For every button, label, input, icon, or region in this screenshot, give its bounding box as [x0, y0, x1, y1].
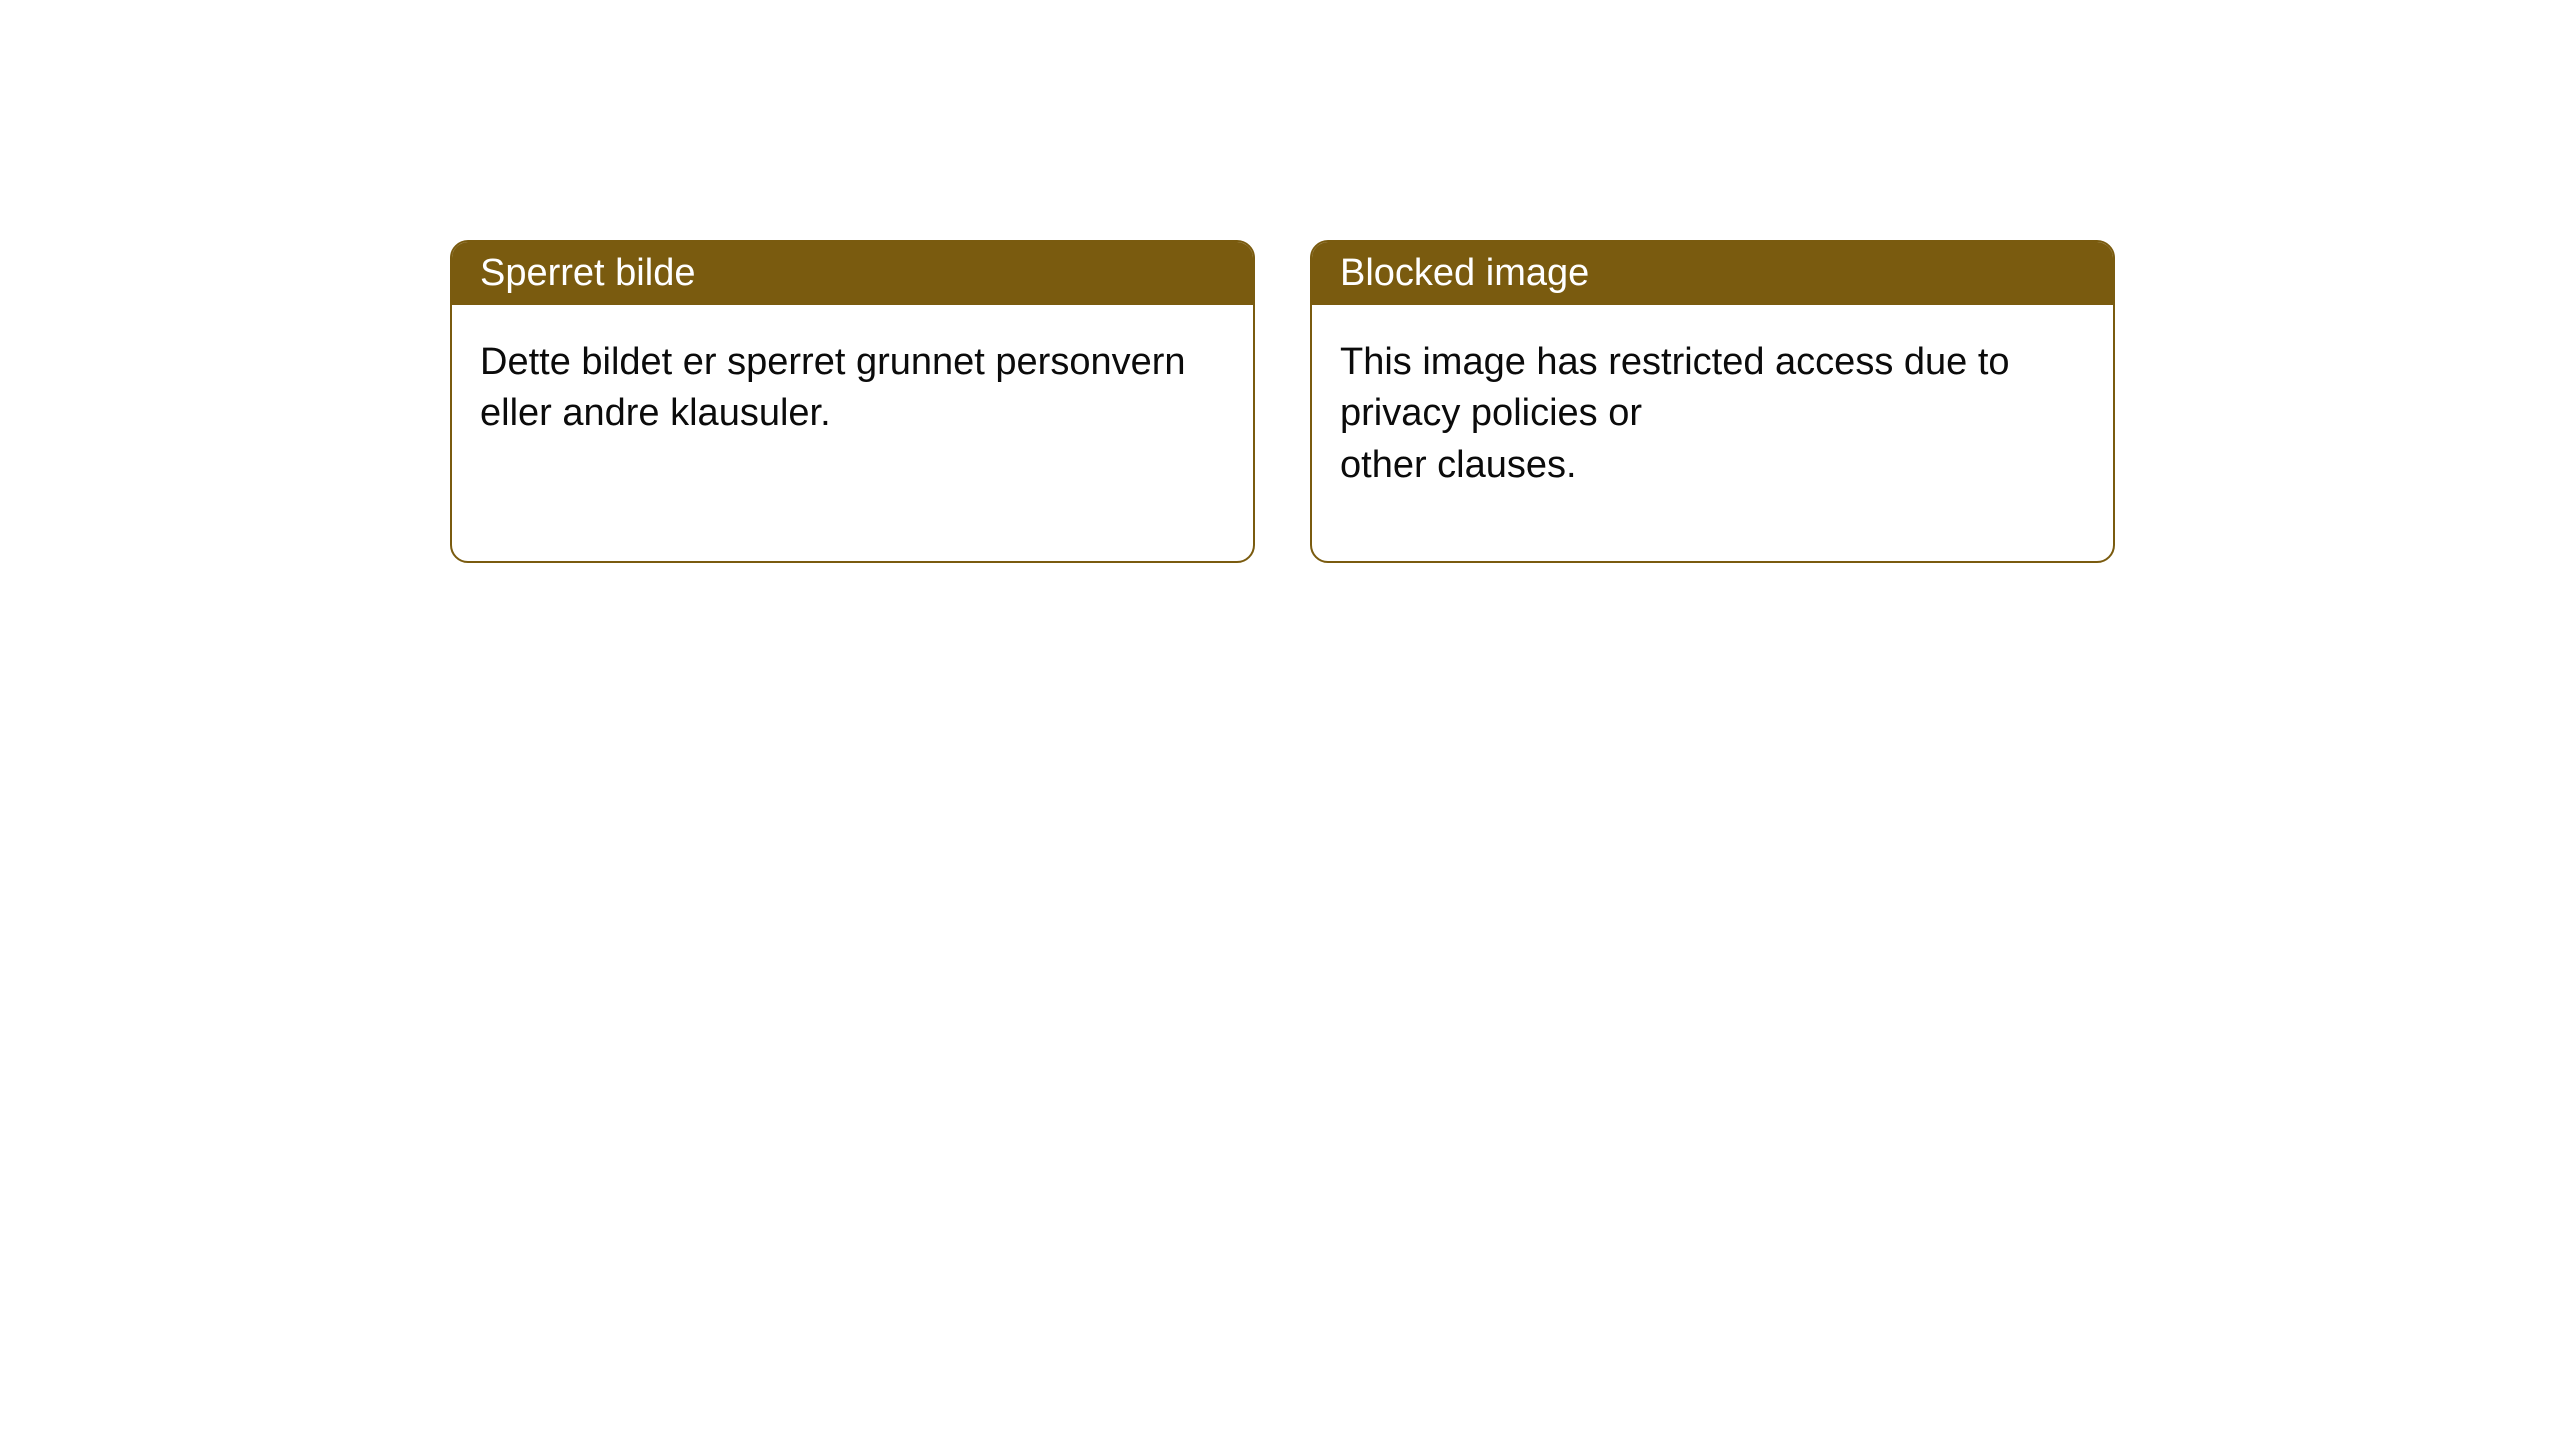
notice-container: Sperret bilde Dette bildet er sperret gr…	[0, 0, 2560, 563]
notice-body: This image has restricted access due to …	[1312, 305, 2113, 561]
notice-card-english: Blocked image This image has restricted …	[1310, 240, 2115, 563]
notice-header: Sperret bilde	[452, 242, 1253, 305]
notice-card-norwegian: Sperret bilde Dette bildet er sperret gr…	[450, 240, 1255, 563]
notice-body: Dette bildet er sperret grunnet personve…	[452, 305, 1253, 510]
notice-header: Blocked image	[1312, 242, 2113, 305]
